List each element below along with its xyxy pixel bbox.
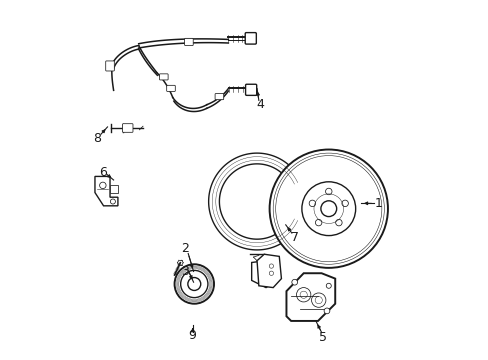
Circle shape: [100, 182, 106, 189]
Text: 1: 1: [374, 197, 382, 210]
FancyBboxPatch shape: [105, 61, 114, 71]
Circle shape: [110, 199, 115, 204]
Polygon shape: [286, 273, 335, 321]
FancyBboxPatch shape: [159, 74, 168, 80]
Text: 8: 8: [93, 132, 102, 145]
FancyBboxPatch shape: [244, 33, 256, 44]
Circle shape: [301, 182, 355, 235]
Text: 5: 5: [319, 331, 327, 344]
Circle shape: [315, 219, 321, 226]
Text: 6: 6: [99, 166, 106, 179]
FancyBboxPatch shape: [245, 84, 256, 95]
Text: 3: 3: [181, 265, 189, 278]
FancyBboxPatch shape: [215, 94, 223, 100]
Circle shape: [341, 200, 347, 207]
Circle shape: [320, 201, 336, 217]
Text: 4: 4: [256, 98, 264, 111]
FancyBboxPatch shape: [122, 124, 133, 132]
FancyBboxPatch shape: [184, 39, 193, 45]
Circle shape: [180, 270, 207, 298]
Circle shape: [335, 219, 342, 226]
Circle shape: [325, 188, 331, 195]
Polygon shape: [251, 261, 271, 288]
Text: 2: 2: [181, 242, 189, 255]
Circle shape: [269, 264, 273, 268]
Circle shape: [187, 278, 201, 291]
Text: 9: 9: [188, 329, 196, 342]
Polygon shape: [257, 254, 281, 288]
Circle shape: [269, 149, 387, 268]
FancyBboxPatch shape: [166, 85, 175, 91]
Circle shape: [291, 279, 297, 285]
Circle shape: [324, 308, 329, 314]
Circle shape: [269, 271, 273, 275]
Circle shape: [308, 200, 315, 207]
Text: 7: 7: [290, 231, 298, 244]
Polygon shape: [208, 153, 300, 250]
Circle shape: [174, 264, 214, 304]
Polygon shape: [95, 176, 118, 206]
Polygon shape: [110, 185, 118, 193]
